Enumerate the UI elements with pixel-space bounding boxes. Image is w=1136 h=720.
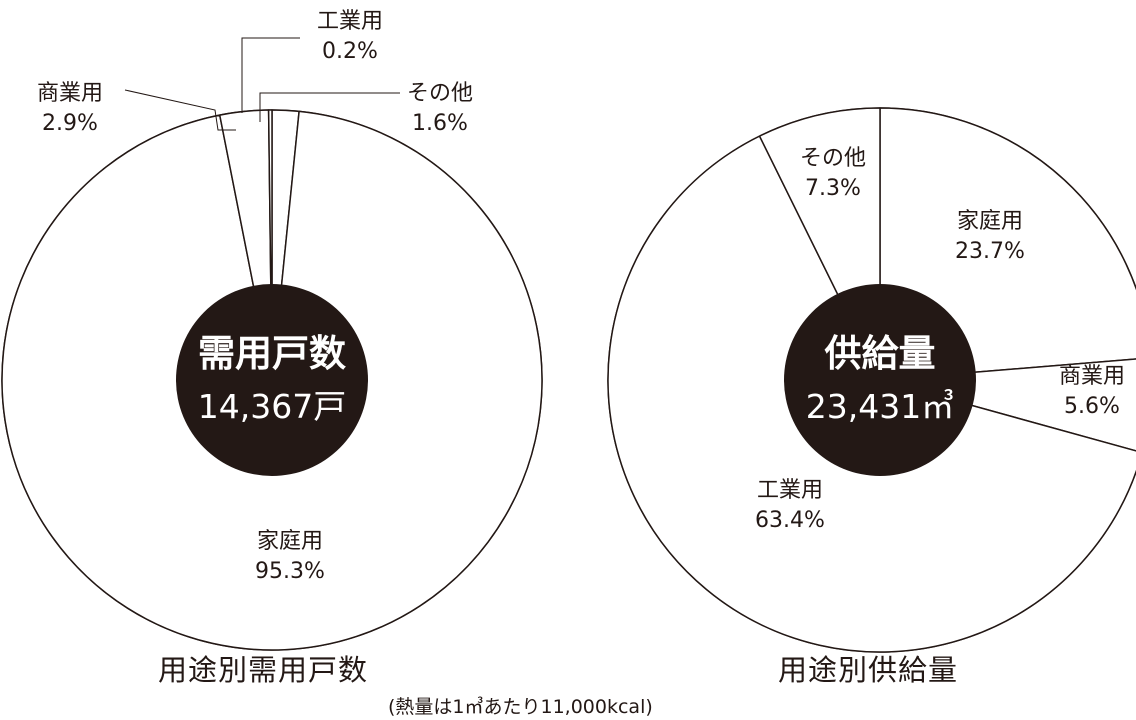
leader-line bbox=[241, 37, 300, 113]
center-label: 需用戸数 bbox=[198, 332, 346, 375]
slice-label-households-3: その他 bbox=[407, 81, 473, 106]
slice-value-supply-2: 63.4% bbox=[755, 508, 825, 533]
center-value: 14,367戸 bbox=[198, 387, 346, 426]
slice-value-supply-0: 23.7% bbox=[955, 239, 1025, 264]
slice-label-households-1: 商業用 bbox=[37, 81, 103, 106]
slice-value-households-2: 0.2% bbox=[322, 39, 378, 64]
chart-title-households: 用途別需用戸数 bbox=[158, 653, 369, 687]
chart-title-supply: 用途別供給量 bbox=[778, 653, 959, 687]
slice-value-supply-3: 7.3% bbox=[805, 176, 861, 201]
slice-value-households-0: 95.3% bbox=[255, 559, 325, 584]
leader-line bbox=[259, 92, 400, 122]
slice-label-households-2: 工業用 bbox=[317, 9, 383, 34]
leader-line bbox=[124, 89, 236, 131]
slice-value-households-1: 2.9% bbox=[42, 111, 98, 136]
center-disc bbox=[176, 284, 368, 476]
slice-label-supply-0: 家庭用 bbox=[957, 209, 1023, 234]
slice-label-supply-2: 工業用 bbox=[757, 478, 823, 503]
footnote: (熱量は1㎥あたり11,000kcal) bbox=[388, 696, 653, 718]
slice-value-supply-1: 5.6% bbox=[1064, 394, 1120, 419]
center-label: 供給量 bbox=[825, 332, 936, 375]
center-disc bbox=[784, 284, 976, 476]
pie-chart-supply: 供給量 23,431㎥ 家庭用 23.7% 商業用 5.6% 工業用 63.4% その他 7.3% bbox=[607, 107, 1136, 653]
slice-label-supply-1: 商業用 bbox=[1059, 364, 1125, 389]
slice-value-households-3: 1.6% bbox=[412, 111, 468, 136]
slice-label-supply-3: その他 bbox=[800, 146, 866, 171]
slice-label-households-0: 家庭用 bbox=[257, 529, 323, 554]
center-value: 23,431㎥ bbox=[806, 387, 954, 426]
